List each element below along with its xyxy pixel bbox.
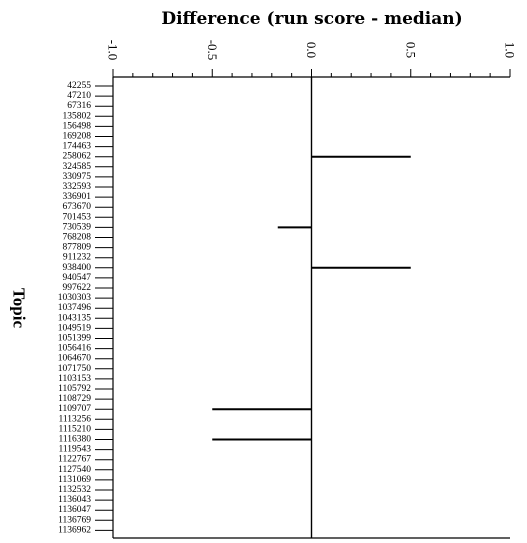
topic-label: 1136047: [58, 505, 91, 515]
topic-labels: 4225547210673161358021564981692081744632…: [58, 81, 113, 535]
topic-label: 1056416: [58, 344, 92, 354]
topic-label: 997622: [63, 283, 92, 293]
topic-label: 1119543: [58, 445, 91, 455]
topic-label: 169208: [63, 132, 92, 142]
topic-label: 701453: [63, 212, 92, 222]
topic-label: 730539: [63, 222, 92, 232]
topic-label: 1030303: [58, 293, 92, 303]
topic-label: 1131069: [58, 475, 91, 485]
bars: [212, 155, 411, 441]
topic-label: 1043135: [58, 313, 92, 323]
x-tick-labels: -1.0 -0.5 0.0 0.5 1.0: [106, 40, 518, 61]
topic-label: 940547: [63, 273, 92, 283]
topic-label: 1103153: [58, 374, 91, 384]
x-tick-label: -1.0: [106, 40, 121, 61]
topic-label: 1116380: [58, 435, 91, 445]
topic-label: 42255: [67, 81, 91, 91]
x-tick-label: 0.5: [403, 42, 418, 58]
topic-label: 1051399: [58, 334, 92, 344]
plot-frame: [112, 69, 511, 539]
topic-label: 1115210: [58, 424, 91, 434]
topic-label: 156498: [63, 121, 92, 131]
topic-label: 258062: [63, 152, 92, 162]
topic-label: 938400: [63, 263, 92, 273]
topic-label: 768208: [63, 233, 92, 243]
chart-title: Difference (run score - median): [161, 9, 462, 29]
topic-label: 174463: [63, 142, 92, 152]
x-tick-label: 1.0: [503, 42, 518, 58]
topic-label: 877809: [63, 243, 92, 253]
topic-label: 330975: [63, 172, 92, 182]
topic-label: 47210: [67, 91, 91, 101]
topic-label: 1127540: [58, 465, 91, 475]
topic-label: 1113256: [58, 414, 91, 424]
topic-label: 1109707: [58, 404, 91, 414]
topic-label: 1108729: [58, 394, 91, 404]
topic-label: 1136043: [58, 495, 91, 505]
topic-label: 67316: [67, 101, 91, 111]
topic-label: 1037496: [58, 303, 92, 313]
topic-label: 673670: [63, 202, 92, 212]
topic-label: 336901: [63, 192, 92, 202]
topic-label: 1105792: [58, 384, 91, 394]
topic-label: 1136769: [58, 515, 91, 525]
topic-label: 135802: [63, 111, 92, 121]
y-axis-label: Topic: [10, 288, 29, 328]
x-tick-label: 0.0: [304, 42, 319, 58]
x-tick-label: -0.5: [205, 40, 220, 61]
topic-label: 324585: [63, 162, 92, 172]
topic-label: 1071750: [58, 364, 92, 374]
topic-label: 1122767: [58, 455, 91, 465]
topic-label: 1132532: [58, 485, 91, 495]
topic-label: 1049519: [58, 323, 92, 333]
topic-label: 1064670: [58, 354, 92, 364]
topic-label: 1136962: [58, 525, 91, 535]
topic-label: 911232: [63, 253, 91, 263]
topic-label: 332593: [63, 182, 92, 192]
